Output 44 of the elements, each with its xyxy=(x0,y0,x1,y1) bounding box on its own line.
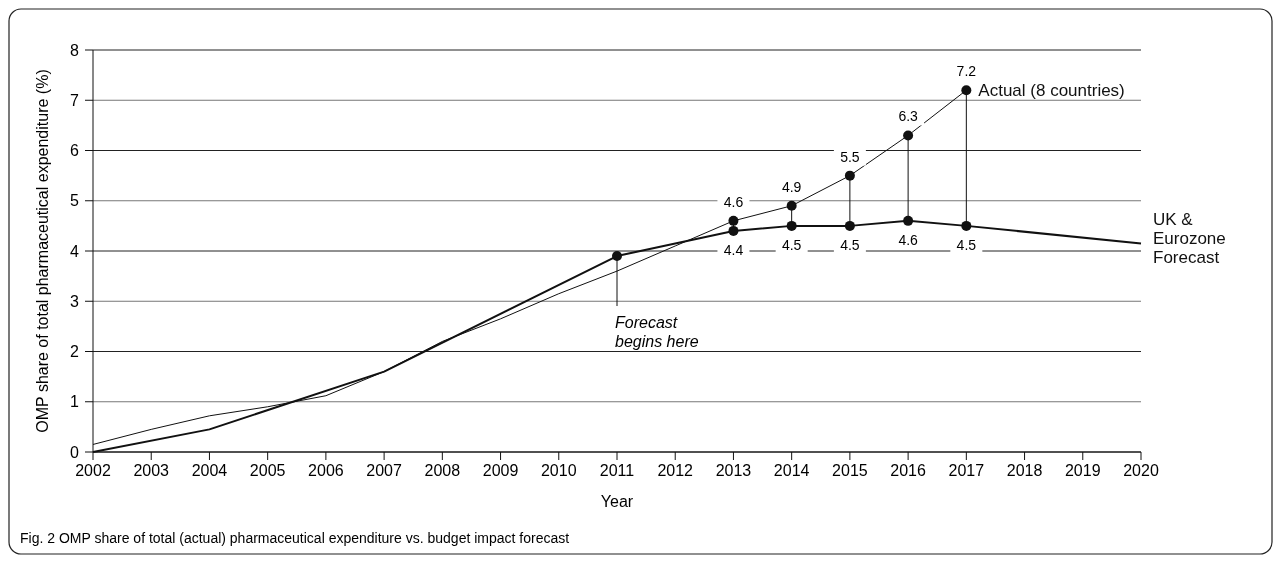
x-tick-label: 2011 xyxy=(599,462,635,479)
x-tick-label: 2020 xyxy=(1123,462,1159,479)
x-tick-label: 2006 xyxy=(308,462,344,479)
series-label: Actual (8 countries) xyxy=(978,81,1125,101)
x-tick-label: 2008 xyxy=(424,462,461,479)
caption: Fig. 2 OMP share of total (actual) pharmaceutical expenditure vs. budget impact forecast xyxy=(20,530,570,546)
series-label: UK & Eurozone Forecast xyxy=(1153,210,1226,268)
x-tick-label: 2014 xyxy=(773,462,810,479)
y-tick-label: 5 xyxy=(70,192,80,210)
y-tick-label: 3 xyxy=(70,292,80,310)
x-tick-label: 2018 xyxy=(1006,462,1043,479)
y-tick-label: 6 xyxy=(70,142,80,160)
data-label: 5.5 xyxy=(840,148,860,165)
x-tick-label: 2015 xyxy=(832,462,868,479)
data-label: 4.5 xyxy=(956,236,977,253)
data-label: 6.3 xyxy=(898,108,919,125)
y-tick-label: 0 xyxy=(70,443,80,461)
y-tick-label: 4 xyxy=(70,242,80,260)
data-label: 4.4 xyxy=(723,241,744,258)
annotation: Forecast begins here xyxy=(615,314,699,351)
y-tick-label: 1 xyxy=(70,393,80,411)
y-tick-label: 2 xyxy=(70,343,80,361)
x-tick-label: 2010 xyxy=(540,462,577,479)
x-tick-label: 2013 xyxy=(715,462,752,479)
x-tick-label: 2007 xyxy=(366,462,403,479)
x-tick-label: 2019 xyxy=(1064,462,1101,479)
x-tick-label: 2002 xyxy=(75,462,111,479)
x-axis-title: Year xyxy=(600,493,634,510)
x-tick-label: 2009 xyxy=(482,462,519,479)
data-label: 4.9 xyxy=(781,178,802,195)
data-label: 4.6 xyxy=(723,193,744,210)
y-tick-label: 8 xyxy=(70,41,80,59)
x-tick-label: 2004 xyxy=(191,462,228,479)
x-tick-label: 2012 xyxy=(657,462,694,479)
y-axis-title: OMP share of total pharmaceutical expenditure (%) xyxy=(34,69,51,433)
data-label: 7.2 xyxy=(956,63,977,80)
y-tick-label: 7 xyxy=(70,91,80,109)
data-label: 4.5 xyxy=(781,236,802,253)
x-tick-label: 2016 xyxy=(890,462,927,479)
x-tick-label: 2003 xyxy=(133,462,170,479)
x-tick-label: 2005 xyxy=(249,462,286,479)
x-tick-label: 2017 xyxy=(948,462,985,479)
data-label: 4.5 xyxy=(840,236,860,253)
data-label: 4.6 xyxy=(898,231,919,248)
